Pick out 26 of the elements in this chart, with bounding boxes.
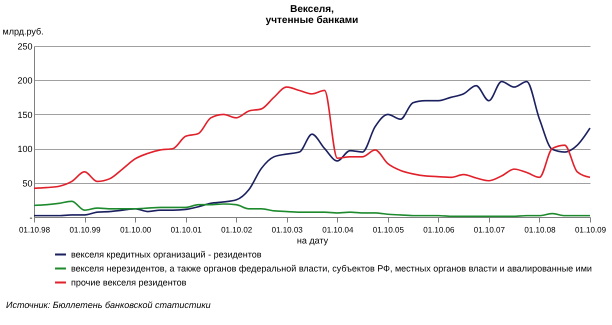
x-tick-label: 01.10.04 bbox=[322, 226, 354, 234]
legend-label: прочие векселя резидентов bbox=[71, 278, 187, 288]
x-tick-label: 01.10.05 bbox=[372, 226, 404, 234]
y-tick-label: - bbox=[30, 212, 32, 222]
text: Источник: Бюллетень банковской статистики bbox=[6, 300, 211, 310]
x-tick-label: 01.10.01 bbox=[170, 226, 202, 234]
x-tick-label: 01.10.08 bbox=[524, 226, 556, 234]
x-tick-label: 01.10.03 bbox=[272, 226, 304, 234]
x-axis-title: на дату bbox=[296, 236, 329, 246]
x-tick-label: 01.10.00 bbox=[120, 226, 152, 234]
y-tick-label: 150 bbox=[17, 110, 32, 120]
y-tick-label: 50 bbox=[22, 178, 32, 188]
legend-label: векселя кредитных организаций - резидентов bbox=[71, 250, 262, 260]
x-tick-label: 01.10.98 bbox=[18, 226, 51, 234]
x-tick-label: 01.10.07 bbox=[474, 226, 506, 234]
y-axis-title: млрд.руб. bbox=[2, 26, 44, 36]
line-series bbox=[33, 86, 591, 190]
x-tick-label: 01.10.06 bbox=[423, 226, 455, 234]
y-tick-label: 200 bbox=[17, 76, 32, 86]
chart-title: Векселя, учтенные банками bbox=[266, 4, 358, 26]
x-tick-label: 01.10.02 bbox=[221, 226, 253, 234]
x-tick-label: 01.10.09 bbox=[574, 226, 607, 234]
y-tick-label: 100 bbox=[17, 144, 32, 154]
x-tick-label: 01.10.99 bbox=[69, 226, 102, 234]
y-tick-label: 250 bbox=[17, 42, 32, 52]
legend-label: векселя нерезидентов, а также органов федеральной власти, субъектов РФ, местных органов власти и авалированные ими bbox=[71, 264, 592, 274]
